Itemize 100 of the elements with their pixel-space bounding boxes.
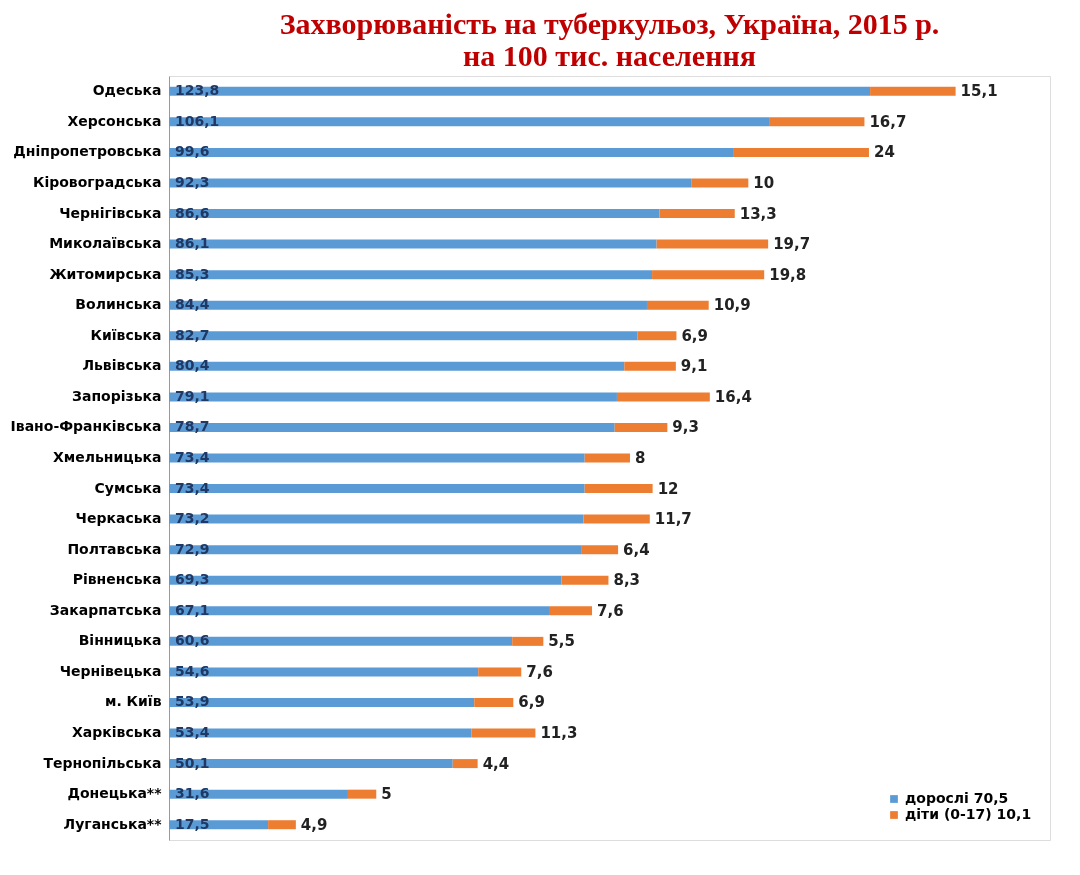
data-label: 69,3 — [175, 571, 210, 588]
legend-label: дорослі 70,5 — [905, 790, 1009, 806]
bar — [561, 575, 609, 585]
data-label: 50,1 — [175, 754, 210, 771]
bar — [583, 514, 650, 524]
data-label: 12 — [657, 479, 679, 498]
data-label: 73,4 — [175, 479, 210, 496]
data-label: 85,3 — [175, 265, 210, 282]
bar — [474, 697, 514, 707]
bar — [870, 86, 956, 96]
bar — [169, 759, 453, 769]
y-tick-label: Івано-Франківська — [10, 418, 162, 435]
y-tick-label: Харківська — [71, 724, 162, 741]
bar — [471, 728, 536, 738]
data-label: 80,4 — [175, 357, 210, 374]
bar — [169, 606, 549, 616]
bar — [769, 117, 865, 127]
bar — [169, 86, 871, 96]
data-label: 16,7 — [869, 112, 907, 131]
data-label: 84,4 — [175, 296, 210, 313]
bar — [347, 789, 377, 799]
data-label: 31,6 — [175, 785, 210, 802]
bar — [169, 209, 660, 219]
y-tick-label: Запорізька — [72, 387, 162, 404]
bar — [452, 759, 478, 769]
y-tick-label: м. Київ — [104, 693, 162, 710]
data-label: 16,4 — [714, 387, 752, 406]
bar — [616, 392, 710, 402]
y-tick-label: Волинська — [75, 296, 162, 313]
y-tick-label: Київська — [90, 326, 162, 343]
y-tick-label: Закарпатська — [49, 601, 162, 618]
data-label: 86,1 — [175, 235, 210, 252]
y-tick-label: Донецька** — [67, 785, 163, 802]
bar — [169, 300, 647, 310]
y-tick-label: Дніпропетровська — [13, 143, 162, 160]
bar — [478, 667, 522, 677]
data-label: 99,6 — [175, 143, 210, 160]
bar — [581, 545, 619, 555]
y-tick-label: Рівненська — [72, 571, 162, 588]
bar — [691, 178, 749, 188]
bar — [169, 728, 472, 738]
data-label: 10 — [753, 173, 775, 192]
data-label: 17,5 — [175, 815, 210, 832]
data-label: 73,2 — [175, 510, 210, 527]
data-label: 86,6 — [175, 204, 210, 221]
bar — [512, 636, 544, 646]
data-label: 11,7 — [654, 510, 692, 529]
data-label: 72,9 — [175, 540, 210, 557]
data-label: 60,6 — [175, 632, 210, 649]
bar — [169, 178, 692, 188]
data-label: 78,7 — [175, 418, 210, 435]
bar — [624, 361, 676, 371]
y-tick-label: Черкаська — [75, 510, 162, 527]
data-label: 6,4 — [623, 540, 650, 559]
data-label: 54,6 — [175, 662, 210, 679]
y-tick-label: Кіровоградська — [32, 173, 162, 190]
y-tick-label: Тернопільська — [43, 754, 162, 771]
bar — [637, 331, 677, 341]
legend-label: діти (0-17) 10,1 — [905, 806, 1032, 822]
bar — [169, 392, 617, 402]
data-label: 7,6 — [526, 662, 553, 681]
data-label: 24 — [873, 143, 895, 162]
data-label: 6,9 — [518, 693, 545, 712]
data-label: 106,1 — [175, 112, 220, 129]
y-tick-label: Вінницька — [78, 632, 162, 649]
bar — [656, 239, 769, 249]
bar — [169, 331, 638, 341]
text: на 100 тис. населення — [463, 39, 756, 72]
bar — [169, 117, 770, 127]
data-label: 8,3 — [613, 571, 641, 590]
bar — [549, 606, 593, 616]
y-tick-label: Миколаївська — [49, 235, 162, 252]
bar — [614, 422, 668, 432]
y-tick-label: Львівська — [82, 357, 162, 374]
data-label: 5 — [381, 785, 392, 804]
data-label: 19,7 — [773, 235, 811, 254]
bar — [169, 484, 585, 494]
data-label: 73,4 — [175, 449, 210, 465]
y-tick-label: Чернівецька — [59, 662, 162, 679]
bar — [169, 667, 479, 677]
data-label: 82,7 — [175, 326, 210, 343]
bar — [646, 300, 709, 310]
bar — [169, 636, 513, 646]
bar — [652, 270, 765, 280]
y-tick-label: Житомирська — [49, 265, 162, 282]
data-label: 19,8 — [769, 265, 807, 284]
bar — [169, 361, 625, 371]
y-tick-label: Херсонська — [67, 112, 162, 129]
data-label: 9,3 — [672, 418, 699, 437]
bar — [659, 209, 735, 219]
data-label: 5,5 — [548, 632, 575, 651]
data-label: 11,3 — [540, 724, 578, 743]
data-label: 15,1 — [960, 82, 998, 101]
bar — [169, 575, 562, 585]
data-label: 10,9 — [713, 296, 751, 315]
y-tick-label: Полтавська — [67, 540, 162, 557]
bar — [169, 514, 584, 524]
data-label: 9,1 — [680, 357, 708, 376]
bar — [169, 147, 734, 157]
data-label: 92,3 — [175, 173, 210, 190]
